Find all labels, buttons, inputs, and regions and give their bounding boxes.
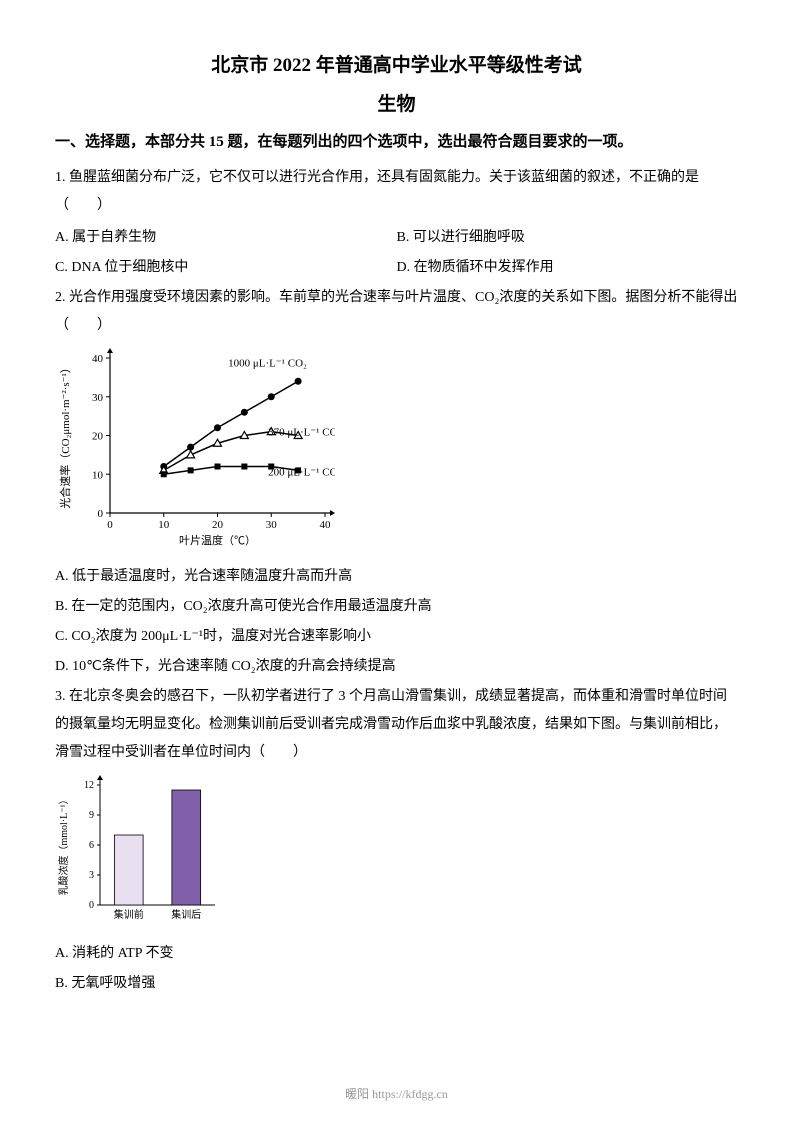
question-1-text: 1. 鱼腥蓝细菌分布广泛，它不仅可以进行光合作用，还具有固氮能力。关于该蓝细菌的… xyxy=(55,164,738,220)
q2-option-a: A. 低于最适温度时，光合速率随温度升高而升高 xyxy=(55,563,738,591)
q2-option-c-row: C. CO₂浓度为 200μL·L⁻¹时，温度对光合速率影响小 xyxy=(55,623,738,651)
svg-text:30: 30 xyxy=(266,519,278,531)
line-chart-svg: 0 10 20 30 40 0 10 20 30 40 叶片温度（℃） 光合速率（CO₂μmol·m⁻… xyxy=(55,348,335,548)
q1-option-a: A. 属于自养生物 xyxy=(55,224,397,252)
svg-text:光合速率（CO₂μmol·m⁻²·s⁻¹）: 光合速率（CO₂μmol·m⁻²·s⁻¹） xyxy=(58,362,72,509)
svg-text:1000 μL·L⁻¹ CO₂: 1000 μL·L⁻¹ CO₂ xyxy=(228,357,307,369)
svg-text:40: 40 xyxy=(92,353,104,365)
svg-text:0: 0 xyxy=(107,519,113,531)
question-2-text: 2. 光合作用强度受环境因素的影响。车前草的光合速率与叶片温度、CO₂浓度的关系… xyxy=(55,284,738,340)
question-1-options-row-2: C. DNA 位于细胞核中 D. 在物质循环中发挥作用 xyxy=(55,254,738,282)
q1-option-b: B. 可以进行细胞呼吸 xyxy=(397,224,739,252)
q3-option-b-row: B. 无氧呼吸增强 xyxy=(55,970,738,998)
svg-text:10: 10 xyxy=(92,469,104,481)
svg-text:叶片温度（℃）: 叶片温度（℃） xyxy=(179,533,256,547)
q2-option-b-row: B. 在一定的范围内，CO₂浓度升高可使光合作用最适温度升高 xyxy=(55,593,738,621)
q2-option-d-row: D. 10℃条件下，光合速率随 CO₂浓度的升高会持续提高 xyxy=(55,653,738,681)
q2-option-a-row: A. 低于最适温度时，光合速率随温度升高而升高 xyxy=(55,563,738,591)
svg-text:乳酸浓度（mmol·L⁻¹）: 乳酸浓度（mmol·L⁻¹） xyxy=(57,794,70,895)
svg-text:10: 10 xyxy=(158,519,170,531)
svg-text:集训后: 集训后 xyxy=(171,908,201,921)
q1-option-c: C. DNA 位于细胞核中 xyxy=(55,254,397,282)
svg-text:20: 20 xyxy=(212,519,224,531)
q3-option-a: A. 消耗的 ATP 不变 xyxy=(55,940,738,968)
q2-option-d: D. 10℃条件下，光合速率随 CO₂浓度的升高会持续提高 xyxy=(55,653,738,681)
q2-option-b: B. 在一定的范围内，CO₂浓度升高可使光合作用最适温度升高 xyxy=(55,593,738,621)
page-footer: 暖阳 https://kfdgg.cn xyxy=(0,1085,793,1102)
svg-text:0: 0 xyxy=(98,508,104,520)
bar-chart-svg: 0 3 6 9 12 乳酸浓度（mmol·L⁻¹） 集训前 集训后 xyxy=(55,775,225,925)
q3-bar-chart: 0 3 6 9 12 乳酸浓度（mmol·L⁻¹） 集训前 集训后 xyxy=(55,775,738,930)
q3-option-a-row: A. 消耗的 ATP 不变 xyxy=(55,940,738,968)
svg-text:9: 9 xyxy=(89,810,94,821)
question-1-options-row-1: A. 属于自养生物 B. 可以进行细胞呼吸 xyxy=(55,224,738,252)
svg-text:6: 6 xyxy=(89,840,94,851)
question-3-text: 3. 在北京冬奥会的感召下，一队初学者进行了 3 个月高山滑雪集训，成绩显著提高… xyxy=(55,683,738,767)
svg-text:0: 0 xyxy=(89,900,94,911)
svg-text:200 μL·L⁻¹ CO₂: 200 μL·L⁻¹ CO₂ xyxy=(268,466,335,478)
q3-option-b: B. 无氧呼吸增强 xyxy=(55,970,738,998)
q2-line-chart: 0 10 20 30 40 0 10 20 30 40 叶片温度（℃） 光合速率（CO₂μmol·m⁻… xyxy=(55,348,738,553)
svg-text:20: 20 xyxy=(92,431,104,443)
q2-option-c: C. CO₂浓度为 200μL·L⁻¹时，温度对光合速率影响小 xyxy=(55,623,738,651)
exam-title-main: 北京市 2022 年普通高中学业水平等级性考试 xyxy=(55,50,738,77)
svg-text:40: 40 xyxy=(320,519,332,531)
svg-text:370 μL·L⁻¹ CO₂: 370 μL·L⁻¹ CO₂ xyxy=(268,427,335,439)
q1-option-d: D. 在物质循环中发挥作用 xyxy=(397,254,739,282)
svg-text:集训前: 集训前 xyxy=(114,908,144,921)
svg-text:3: 3 xyxy=(89,870,94,881)
section-header: 一、选择题，本部分共 15 题，在每题列出的四个选项中，选出最符合题目要求的一项… xyxy=(55,130,738,154)
svg-text:30: 30 xyxy=(92,392,104,404)
svg-text:12: 12 xyxy=(84,780,94,791)
exam-title-subject: 生物 xyxy=(55,89,738,116)
